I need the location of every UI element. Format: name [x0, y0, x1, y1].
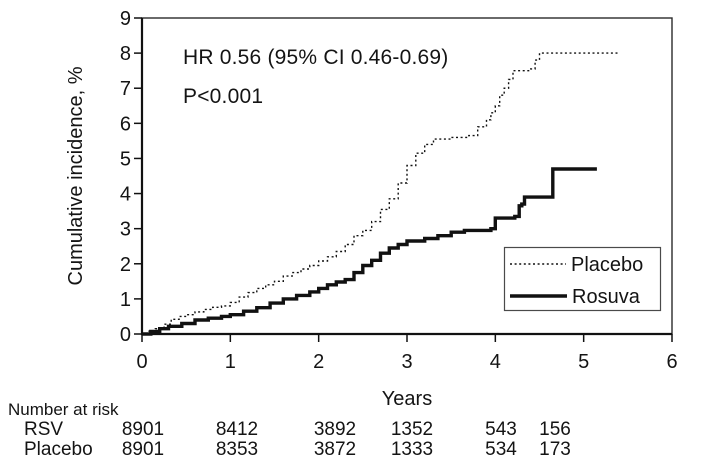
y-axis-title: Cumulative incidence, %: [65, 66, 87, 286]
risk-value: 8901: [121, 419, 165, 440]
y-tick-label-1: 1: [120, 289, 131, 311]
risk-value: 3872: [313, 439, 357, 460]
risk-value: 543: [485, 419, 517, 440]
y-tick-label-7: 7: [120, 78, 131, 100]
risk-value: 534: [485, 439, 517, 460]
x-tick-label-3: 3: [401, 351, 412, 373]
y-tick-label-9: 9: [120, 8, 131, 30]
risk-value: 8901: [121, 439, 165, 460]
y-tick-label-3: 3: [120, 219, 131, 241]
risk-table-header: Number at risk: [8, 400, 119, 419]
risk-value: 8412: [215, 419, 259, 440]
risk-value: 156: [539, 419, 571, 440]
risk-value: 3892: [313, 419, 357, 440]
x-tick-label-1: 1: [225, 351, 236, 373]
risk-value: 173: [539, 439, 571, 460]
legend-placebo-label: Placebo: [571, 254, 643, 276]
axis-ticks: 0 1 2 3 4 5 6 0 1 2 3 4 5 6 7 8 9: [120, 8, 678, 373]
risk-row-label-rsv: RSV: [24, 419, 64, 440]
p-value-annotation: P<0.001: [183, 85, 264, 108]
x-axis-title: Years: [381, 388, 433, 410]
x-tick-label-2: 2: [313, 351, 324, 373]
x-tick-label-0: 0: [136, 351, 147, 373]
placebo-curve: [142, 52, 619, 335]
y-tick-label-4: 4: [120, 184, 131, 206]
hazard-ratio-annotation: HR 0.56 (95% CI 0.46-0.69): [183, 46, 449, 69]
x-tick-label-5: 5: [578, 351, 589, 373]
risk-value: 1333: [390, 439, 434, 460]
legend: Placebo Rosuva: [503, 246, 662, 312]
x-tick-label-6: 6: [666, 351, 677, 373]
risk-row-label-placebo: Placebo: [24, 439, 93, 460]
legend-rosuva-label: Rosuva: [572, 286, 641, 308]
y-tick-label-8: 8: [120, 43, 131, 65]
legend-box: [503, 246, 662, 312]
x-tick-label-4: 4: [490, 351, 501, 373]
curves: [142, 52, 619, 336]
y-tick-label-6: 6: [120, 113, 131, 135]
y-tick-label-2: 2: [120, 254, 131, 276]
risk-value: 8353: [215, 439, 259, 460]
y-tick-label-0: 0: [120, 324, 131, 346]
y-tick-label-5: 5: [120, 148, 131, 170]
risk-value: 1352: [390, 419, 434, 440]
rosuva-curve: [142, 167, 597, 336]
